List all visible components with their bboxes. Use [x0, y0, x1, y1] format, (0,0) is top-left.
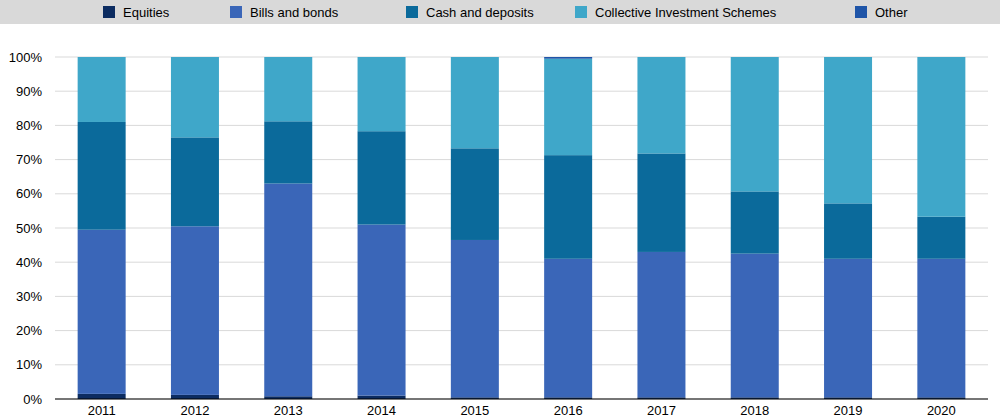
bar-segment [731, 191, 779, 253]
bar-segment [264, 184, 312, 397]
bar-segment [358, 396, 406, 399]
x-tick-label: 2013 [274, 403, 303, 418]
bar-segment [171, 57, 219, 137]
legend-label: Collective Investment Schemes [595, 5, 777, 20]
bar-segment [78, 57, 126, 122]
bar-segment [544, 57, 592, 59]
bar-segment [917, 57, 965, 217]
bar-segment [171, 137, 219, 226]
legend-swatch [855, 6, 867, 18]
bar-segment [637, 57, 685, 58]
legend-label: Cash and deposits [426, 5, 534, 20]
bar-segment [824, 203, 872, 258]
bar-segment [78, 230, 126, 394]
y-tick-label: 100% [9, 50, 43, 65]
legend-background [0, 0, 1000, 24]
grid-line [55, 399, 988, 400]
bar-segment [637, 153, 685, 251]
bar-segment [451, 148, 499, 240]
bar-segment [917, 259, 965, 398]
bar-segment [171, 57, 219, 58]
y-tick-label: 20% [16, 323, 42, 338]
bar-segment [78, 122, 126, 230]
x-tick-label: 2015 [460, 403, 489, 418]
bar-segment [917, 217, 965, 259]
bar-segment [451, 57, 499, 148]
bar-segment [171, 226, 219, 395]
legend-label: Other [875, 5, 908, 20]
bar-segment [637, 57, 685, 153]
bar-segment [451, 57, 499, 58]
x-tick-label: 2018 [740, 403, 769, 418]
bar-segment [917, 57, 965, 58]
legend-swatch [103, 6, 115, 18]
x-tick-label: 2011 [88, 403, 116, 418]
y-tick-label: 10% [16, 357, 42, 372]
y-tick-label: 80% [16, 118, 42, 133]
y-tick-label: 90% [16, 84, 42, 99]
bar-segment [731, 57, 779, 191]
x-tick-label: 2014 [367, 403, 396, 418]
legend-swatch [575, 6, 587, 18]
bar-segment [824, 57, 872, 58]
bar-segment [264, 57, 312, 58]
bar-segment [637, 252, 685, 397]
x-axis [55, 399, 988, 400]
bar-segment [358, 57, 406, 131]
bar-segment [171, 395, 219, 399]
bar-segment [824, 57, 872, 203]
x-tick-label: 2017 [647, 403, 676, 418]
bar-segment [264, 121, 312, 183]
x-tick-label: 2019 [834, 403, 863, 418]
y-tick-label: 30% [16, 289, 42, 304]
bars [78, 57, 966, 399]
x-tick-label: 2016 [554, 403, 583, 418]
y-tick-label: 70% [16, 152, 42, 167]
chart: 0% 10% 20% 30% 40% 50% 60% 70% 80% 90% 100% 2011 201… [0, 0, 1000, 420]
bar-segment [731, 57, 779, 58]
bar-segment [544, 259, 592, 398]
x-tick-label: 2020 [927, 403, 956, 418]
y-tick-label: 50% [16, 221, 42, 236]
legend-swatch [406, 6, 418, 18]
bar-segment [358, 57, 406, 58]
bar-segment [544, 155, 592, 259]
bar-segment [824, 259, 872, 398]
bar-segment [264, 57, 312, 121]
bar-segment [78, 57, 126, 58]
y-tick-label: 40% [16, 255, 42, 270]
bar-segment [544, 59, 592, 155]
x-tick-label: 2012 [180, 403, 209, 418]
bar-segment [358, 131, 406, 224]
legend-label: Bills and bonds [250, 5, 339, 20]
legend-swatch [230, 6, 242, 18]
bar-segment [731, 254, 779, 398]
y-tick-label: 0% [23, 392, 42, 407]
y-tick-label: 60% [16, 186, 42, 201]
bar-segment [451, 240, 499, 397]
bar-segment [358, 225, 406, 396]
legend-label: Equities [123, 5, 170, 20]
bar-segment [78, 394, 126, 399]
